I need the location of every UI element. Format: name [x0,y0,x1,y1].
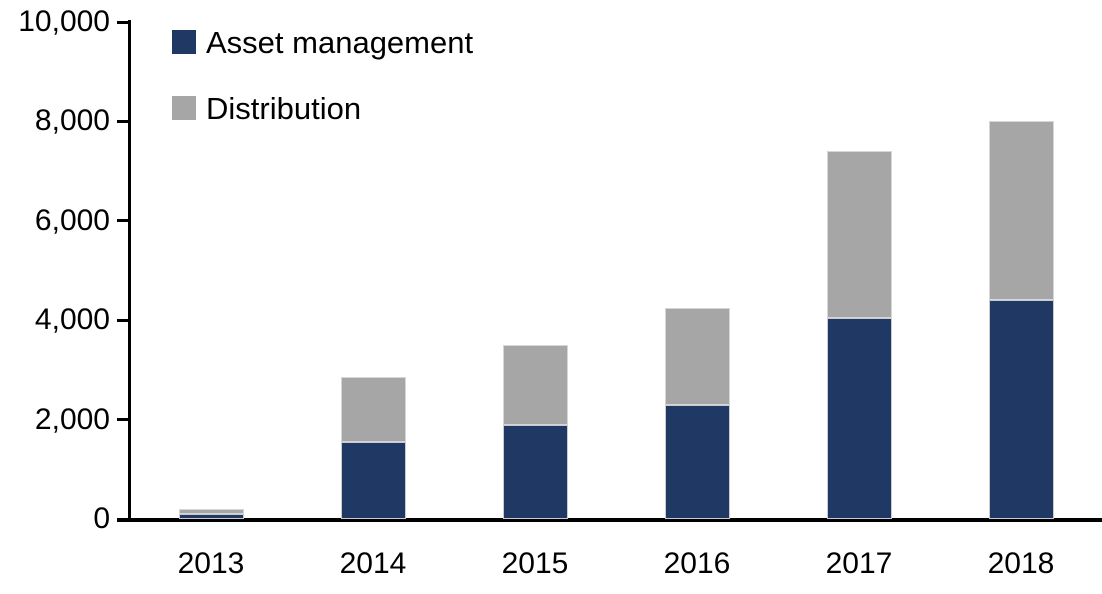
y-tick-label: 0 [93,502,110,535]
x-tick-label-2018: 2018 [987,547,1055,580]
y-axis-line [128,20,131,522]
bar-segment-2013-asset-management [178,514,244,519]
x-tick-label-2015: 2015 [501,547,569,580]
legend-swatch-asset-management [172,30,196,54]
bar-segment-2015-distribution [502,345,568,425]
y-tick-mark [117,20,131,24]
x-tick-label-2014: 2014 [339,547,407,580]
legend-label-distribution: Distribution [206,90,362,126]
y-tick-mark [117,418,131,422]
y-tick-mark [117,219,131,223]
legend-item-distribution: Distribution [172,90,473,126]
bar-segment-2014-distribution [340,377,406,442]
y-tick-label: 2,000 [34,402,110,436]
bar-segment-2013-distribution [178,509,244,515]
bar-segment-2016-distribution [664,307,730,405]
legend-swatch-distribution [172,96,196,120]
y-tick-mark [117,517,131,521]
y-tick-label: 4,000 [34,303,110,337]
bar-segment-2017-asset-management [826,317,892,519]
y-tick-label: 6,000 [34,203,110,237]
y-tick-label: 8,000 [34,104,110,138]
x-tick-label-2017: 2017 [825,547,893,580]
bar-segment-2015-asset-management [502,424,568,519]
bar-segment-2018-distribution [988,121,1054,301]
y-tick-mark [117,119,131,123]
x-tick-label-2016: 2016 [663,547,731,580]
bar-segment-2014-asset-management [340,441,406,519]
bar-segment-2016-asset-management [664,404,730,519]
bar-segment-2018-asset-management [988,300,1054,519]
x-tick-label-2013: 2013 [177,547,245,580]
legend-item-asset-management: Asset management [172,24,474,60]
bar-segment-2017-distribution [826,151,892,318]
y-tick-mark [117,318,131,322]
y-tick-label: 10,000 [18,5,110,38]
legend: Asset management Distribution [172,24,474,160]
x-axis-line [117,518,1102,522]
legend-label-asset-management: Asset management [206,24,474,60]
